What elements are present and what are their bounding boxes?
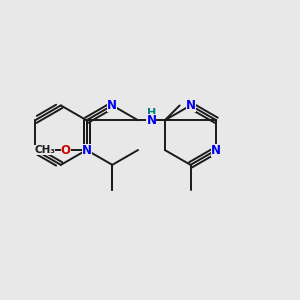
Text: CH₃: CH₃ (34, 145, 56, 155)
Text: O: O (61, 143, 71, 157)
Text: H: H (147, 108, 156, 118)
Text: N: N (185, 99, 196, 112)
Text: N: N (211, 143, 221, 157)
Text: N: N (82, 143, 92, 157)
Text: N: N (107, 99, 117, 112)
Text: N: N (146, 114, 156, 127)
